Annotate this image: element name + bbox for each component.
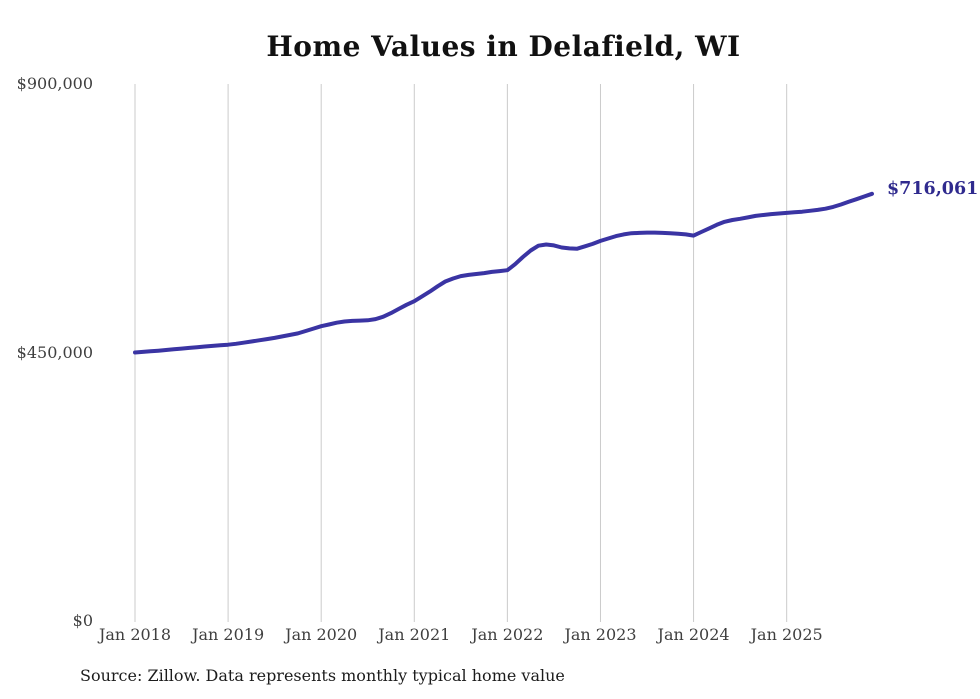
x-tick-label: Jan 2018 [98, 625, 172, 644]
source-note: Source: Zillow. Data represents monthly … [80, 666, 565, 685]
home-value-line [133, 191, 874, 355]
x-tick-label: Jan 2021 [378, 625, 451, 644]
x-tick-label: Jan 2019 [192, 625, 265, 644]
y-tick-label: $450,000 [16, 342, 93, 362]
x-tick-label: Jan 2024 [657, 625, 730, 644]
x-tick-label: Jan 2022 [471, 625, 544, 644]
x-tick-label: Jan 2023 [564, 625, 637, 644]
y-tick-label: $0 [72, 611, 93, 630]
x-tick-label: Jan 2020 [285, 625, 358, 644]
last-value-label: $716,061 [887, 178, 979, 199]
y-tick-label: $900,000 [16, 74, 93, 93]
x-tick-label: Jan 2025 [750, 625, 823, 644]
chart-title: Home Values in Delafield, WI [266, 30, 741, 63]
